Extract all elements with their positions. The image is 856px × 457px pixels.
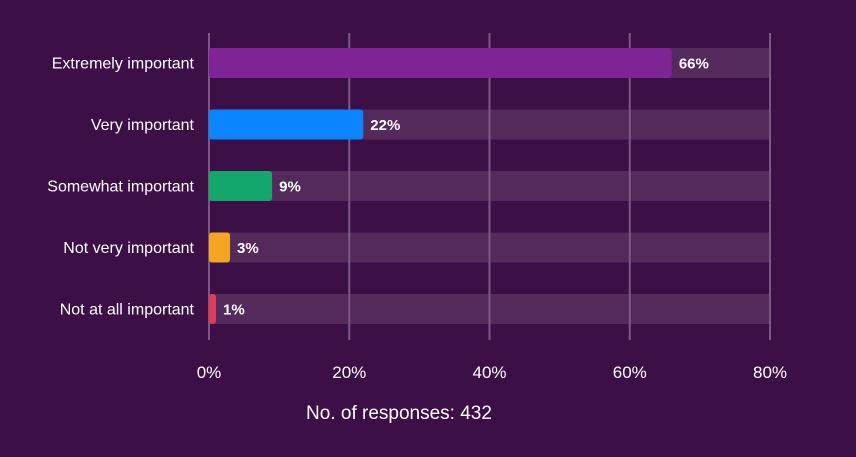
data-label: 22% <box>370 117 400 134</box>
data-label: 66% <box>679 56 709 73</box>
bar <box>209 48 672 78</box>
responses-count: No. of responses: 432 <box>306 403 492 424</box>
x-tick-label: 20% <box>332 363 366 382</box>
x-tick-label: 60% <box>613 363 647 382</box>
x-tick-label: 0% <box>197 363 222 382</box>
category-label: Very important <box>91 117 195 134</box>
bar <box>209 232 231 263</box>
data-label: 9% <box>279 179 301 196</box>
category-label: Not at all important <box>60 302 195 319</box>
category-label: Extremely important <box>52 56 195 73</box>
category-label: Not very important <box>63 240 194 257</box>
bar <box>209 109 364 140</box>
data-label: 3% <box>237 240 259 257</box>
x-tick-label: 40% <box>472 363 506 382</box>
category-label: Somewhat important <box>47 179 194 196</box>
x-tick-label: 80% <box>753 363 787 382</box>
bar <box>209 294 217 324</box>
data-label: 1% <box>223 302 245 319</box>
bar <box>209 171 273 201</box>
